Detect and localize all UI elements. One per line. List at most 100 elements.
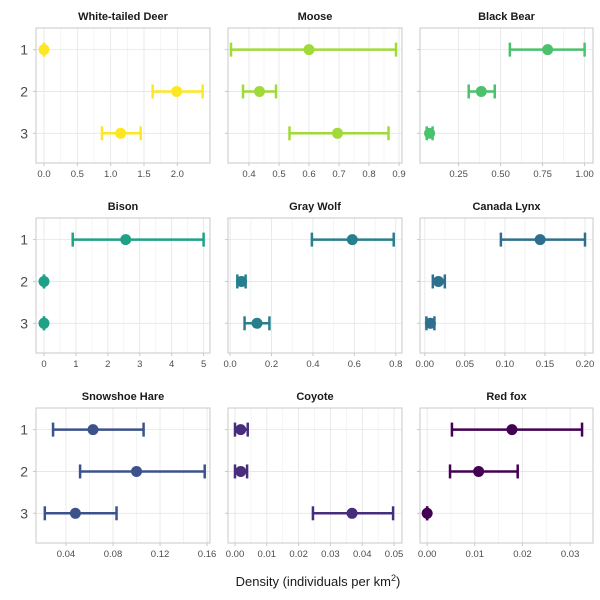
data-point	[534, 234, 546, 246]
panel-border	[419, 27, 594, 164]
x-tick-label: 0.00	[416, 359, 435, 370]
x-tick-label: 0.00	[418, 549, 437, 560]
data-point	[38, 275, 50, 287]
y-tick-label: 2	[20, 273, 28, 289]
x-tick-label: 0.03	[561, 549, 580, 560]
x-tick-label: 0.50	[491, 169, 510, 180]
errorbar-red-fox-2	[448, 464, 519, 479]
x-tick-label: 0.9	[392, 169, 405, 180]
errorbar-coyote-2	[233, 464, 249, 479]
x-tick-label: 0.20	[576, 359, 595, 370]
x-tick-label: 0.00	[226, 549, 245, 560]
data-point	[506, 424, 518, 436]
panel-snowshoe-hare: Snowshoe Hare 0.04 0.08 0.12 0.16 1 2 3	[20, 391, 216, 560]
x-tick-label: 0.2	[265, 359, 278, 370]
data-point	[87, 424, 99, 436]
panel-border	[227, 407, 403, 544]
x-tick-label: 0.04	[353, 549, 372, 560]
panel-border	[419, 407, 594, 544]
errorbar-gray-wolf-2	[235, 274, 247, 289]
x-tick-label: 0.16	[198, 549, 217, 560]
data-point	[115, 127, 127, 139]
x-tick-label: 4	[169, 359, 174, 370]
data-point	[69, 507, 81, 519]
panel-title: Coyote	[296, 391, 333, 403]
x-tick-label: 0.01	[466, 549, 485, 560]
x-tick-label: 0.6	[348, 359, 361, 370]
panel-border	[227, 217, 403, 354]
panel-bison: Bison 0 1 2 3 4 5 1 2 3	[20, 201, 211, 370]
x-tick-label: 0	[41, 359, 46, 370]
panel-title: White-tailed Deer	[78, 11, 169, 23]
x-tick-label: 0.05	[385, 549, 404, 560]
data-point	[38, 44, 50, 56]
x-tick-label: 1.00	[575, 169, 594, 180]
x-tick-label: 0.4	[242, 169, 255, 180]
x-tick-label: 0.25	[449, 169, 468, 180]
panel-title: Black Bear	[478, 11, 536, 23]
panel-border	[35, 27, 211, 164]
errorbar-moose-2	[241, 84, 278, 99]
panel-title: Bison	[108, 201, 139, 213]
data-point	[120, 234, 132, 246]
errorbar-snowshoe-hare-2	[78, 464, 206, 479]
errorbar-black-bear-2	[467, 84, 496, 99]
x-tick-label: 0.02	[513, 549, 532, 560]
data-point	[303, 44, 315, 56]
x-tick-label: 3	[137, 359, 142, 370]
x-tick-label: 0.5	[71, 169, 84, 180]
x-tick-label: 0.8	[362, 169, 375, 180]
y-tick-label: 1	[20, 422, 28, 438]
x-tick-label: 2.0	[171, 169, 184, 180]
errorbar-moose-3	[288, 126, 390, 141]
y-tick-label: 3	[20, 125, 28, 141]
x-tick-label: 0.8	[389, 359, 402, 370]
data-point	[432, 275, 444, 287]
data-point	[346, 234, 358, 246]
panel-gray-wolf: Gray Wolf 0.0 0.2 0.4 0.6 0.8	[223, 201, 403, 370]
data-point	[131, 465, 143, 477]
x-tick-label: 2	[105, 359, 110, 370]
x-tick-label: 0.75	[533, 169, 552, 180]
panel-canada-lynx: Canada Lynx 0.00 0.05 0.10 0.15 0.20	[416, 201, 595, 370]
x-tick-label: 5	[201, 359, 206, 370]
errorbar-bison-3	[38, 316, 50, 331]
x-axis-label: Density (individuals per km2)	[236, 573, 401, 589]
data-point	[473, 465, 485, 477]
x-tick-label: 0.04	[57, 549, 76, 560]
errorbar-bison-2	[38, 274, 50, 289]
y-tick-label: 2	[20, 463, 28, 479]
y-tick-label: 2	[20, 83, 28, 99]
errorbar-black-bear-3	[424, 126, 436, 141]
panel-title: Red fox	[486, 391, 527, 403]
x-tick-label: 0.05	[456, 359, 475, 370]
x-tick-label: 0.15	[536, 359, 555, 370]
data-point	[424, 127, 436, 139]
data-point	[235, 424, 247, 436]
panel-border	[35, 217, 211, 354]
x-tick-label: 1.5	[137, 169, 150, 180]
panel-title: Snowshoe Hare	[82, 391, 165, 403]
errorbar-snowshoe-hare-1	[51, 422, 145, 437]
x-tick-label: 0.7	[332, 169, 345, 180]
x-tick-label: 1.0	[104, 169, 117, 180]
x-tick-label: 0.4	[306, 359, 319, 370]
errorbar-white-tailed-deer-2	[151, 84, 204, 99]
errorbar-bison-1	[71, 232, 205, 247]
data-point	[332, 127, 343, 139]
panel-black-bear: Black Bear 0.25 0.50 0.75 1.00	[417, 11, 594, 180]
errorbar-white-tailed-deer-3	[100, 126, 142, 141]
data-point	[38, 317, 50, 329]
y-tick-label: 1	[20, 42, 28, 58]
errorbar-gray-wolf-3	[243, 316, 271, 331]
errorbar-canada-lynx-2	[431, 274, 447, 289]
errorbar-red-fox-3	[421, 506, 433, 521]
data-point	[251, 317, 263, 329]
panel-title: Gray Wolf	[289, 201, 341, 213]
data-point	[421, 507, 433, 519]
data-point	[424, 317, 436, 329]
x-tick-label: 0.01	[258, 549, 277, 560]
panel-white-tailed-deer: White-tailed Deer 0.0 0.5 1.0 1.5 2.0 1 2 3	[20, 11, 211, 180]
panel-coyote: Coyote 0.00 0.01 0.02 0.03 0.04 0.05	[225, 391, 403, 560]
